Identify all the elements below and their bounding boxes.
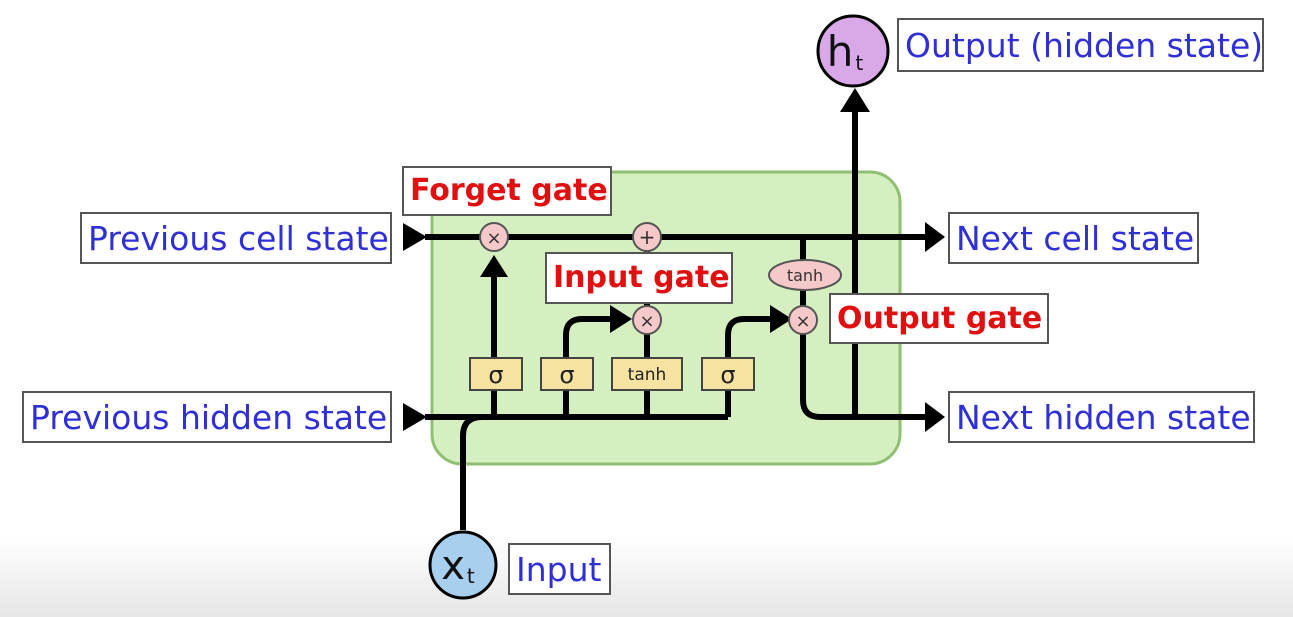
output-hidden-state-label: Output (hidden state)	[897, 18, 1264, 72]
input-sigma-arrowhead	[610, 305, 632, 333]
input-multiply-icon	[632, 305, 662, 335]
forget-arrowhead	[480, 255, 508, 277]
forget-sigma-label: σ	[488, 361, 503, 389]
forget-gate-label: Forget gate	[402, 166, 612, 216]
input-tanh-label: tanh	[628, 365, 667, 385]
input-sigma-path	[563, 316, 612, 417]
input-multiply-symbol: ×	[639, 311, 654, 332]
output-sigma-path	[725, 316, 772, 417]
output-sigma-label: σ	[720, 361, 735, 389]
prev-cell-arrowhead	[403, 223, 427, 251]
input-node	[428, 530, 498, 600]
previous-hidden-state-label: Previous hidden state	[22, 391, 392, 443]
previous-cell-state-label: Previous cell state	[80, 212, 392, 264]
forget-sigma-layer	[469, 357, 523, 391]
output-up-arrowhead	[840, 88, 870, 112]
forget-multiply-symbol: ×	[486, 228, 501, 249]
output-sigma-layer	[701, 357, 755, 391]
cell-tanh-label: tanh	[787, 266, 823, 285]
output-multiply-icon	[788, 305, 818, 335]
output-gate-label: Output gate	[829, 293, 1049, 344]
prev-hidden-arrowhead	[403, 403, 427, 431]
cell-tanh-icon	[768, 259, 842, 291]
next-hidden-arrowhead	[925, 402, 945, 432]
input-label: Input	[508, 543, 611, 595]
next-cell-state-label: Next cell state	[948, 212, 1199, 264]
input-subscript: t	[467, 564, 475, 588]
add-icon	[632, 222, 662, 252]
input-line	[460, 414, 483, 530]
output-sigma-arrowhead	[770, 305, 792, 333]
add-symbol: +	[639, 225, 656, 249]
next-hidden-state-label: Next hidden state	[948, 391, 1255, 443]
output-multiply-symbol: ×	[795, 311, 810, 332]
input-tanh-layer	[611, 357, 683, 391]
input-gate-label: Input gate	[545, 252, 733, 304]
input-sigma-layer	[540, 357, 594, 391]
output-to-hidden-path	[800, 320, 930, 420]
input-sigma-label: σ	[559, 361, 574, 389]
next-cell-arrowhead	[925, 222, 945, 252]
forget-multiply-icon	[479, 222, 509, 252]
hidden-output-subscript: t	[855, 51, 863, 75]
hidden-output-node	[816, 14, 890, 88]
